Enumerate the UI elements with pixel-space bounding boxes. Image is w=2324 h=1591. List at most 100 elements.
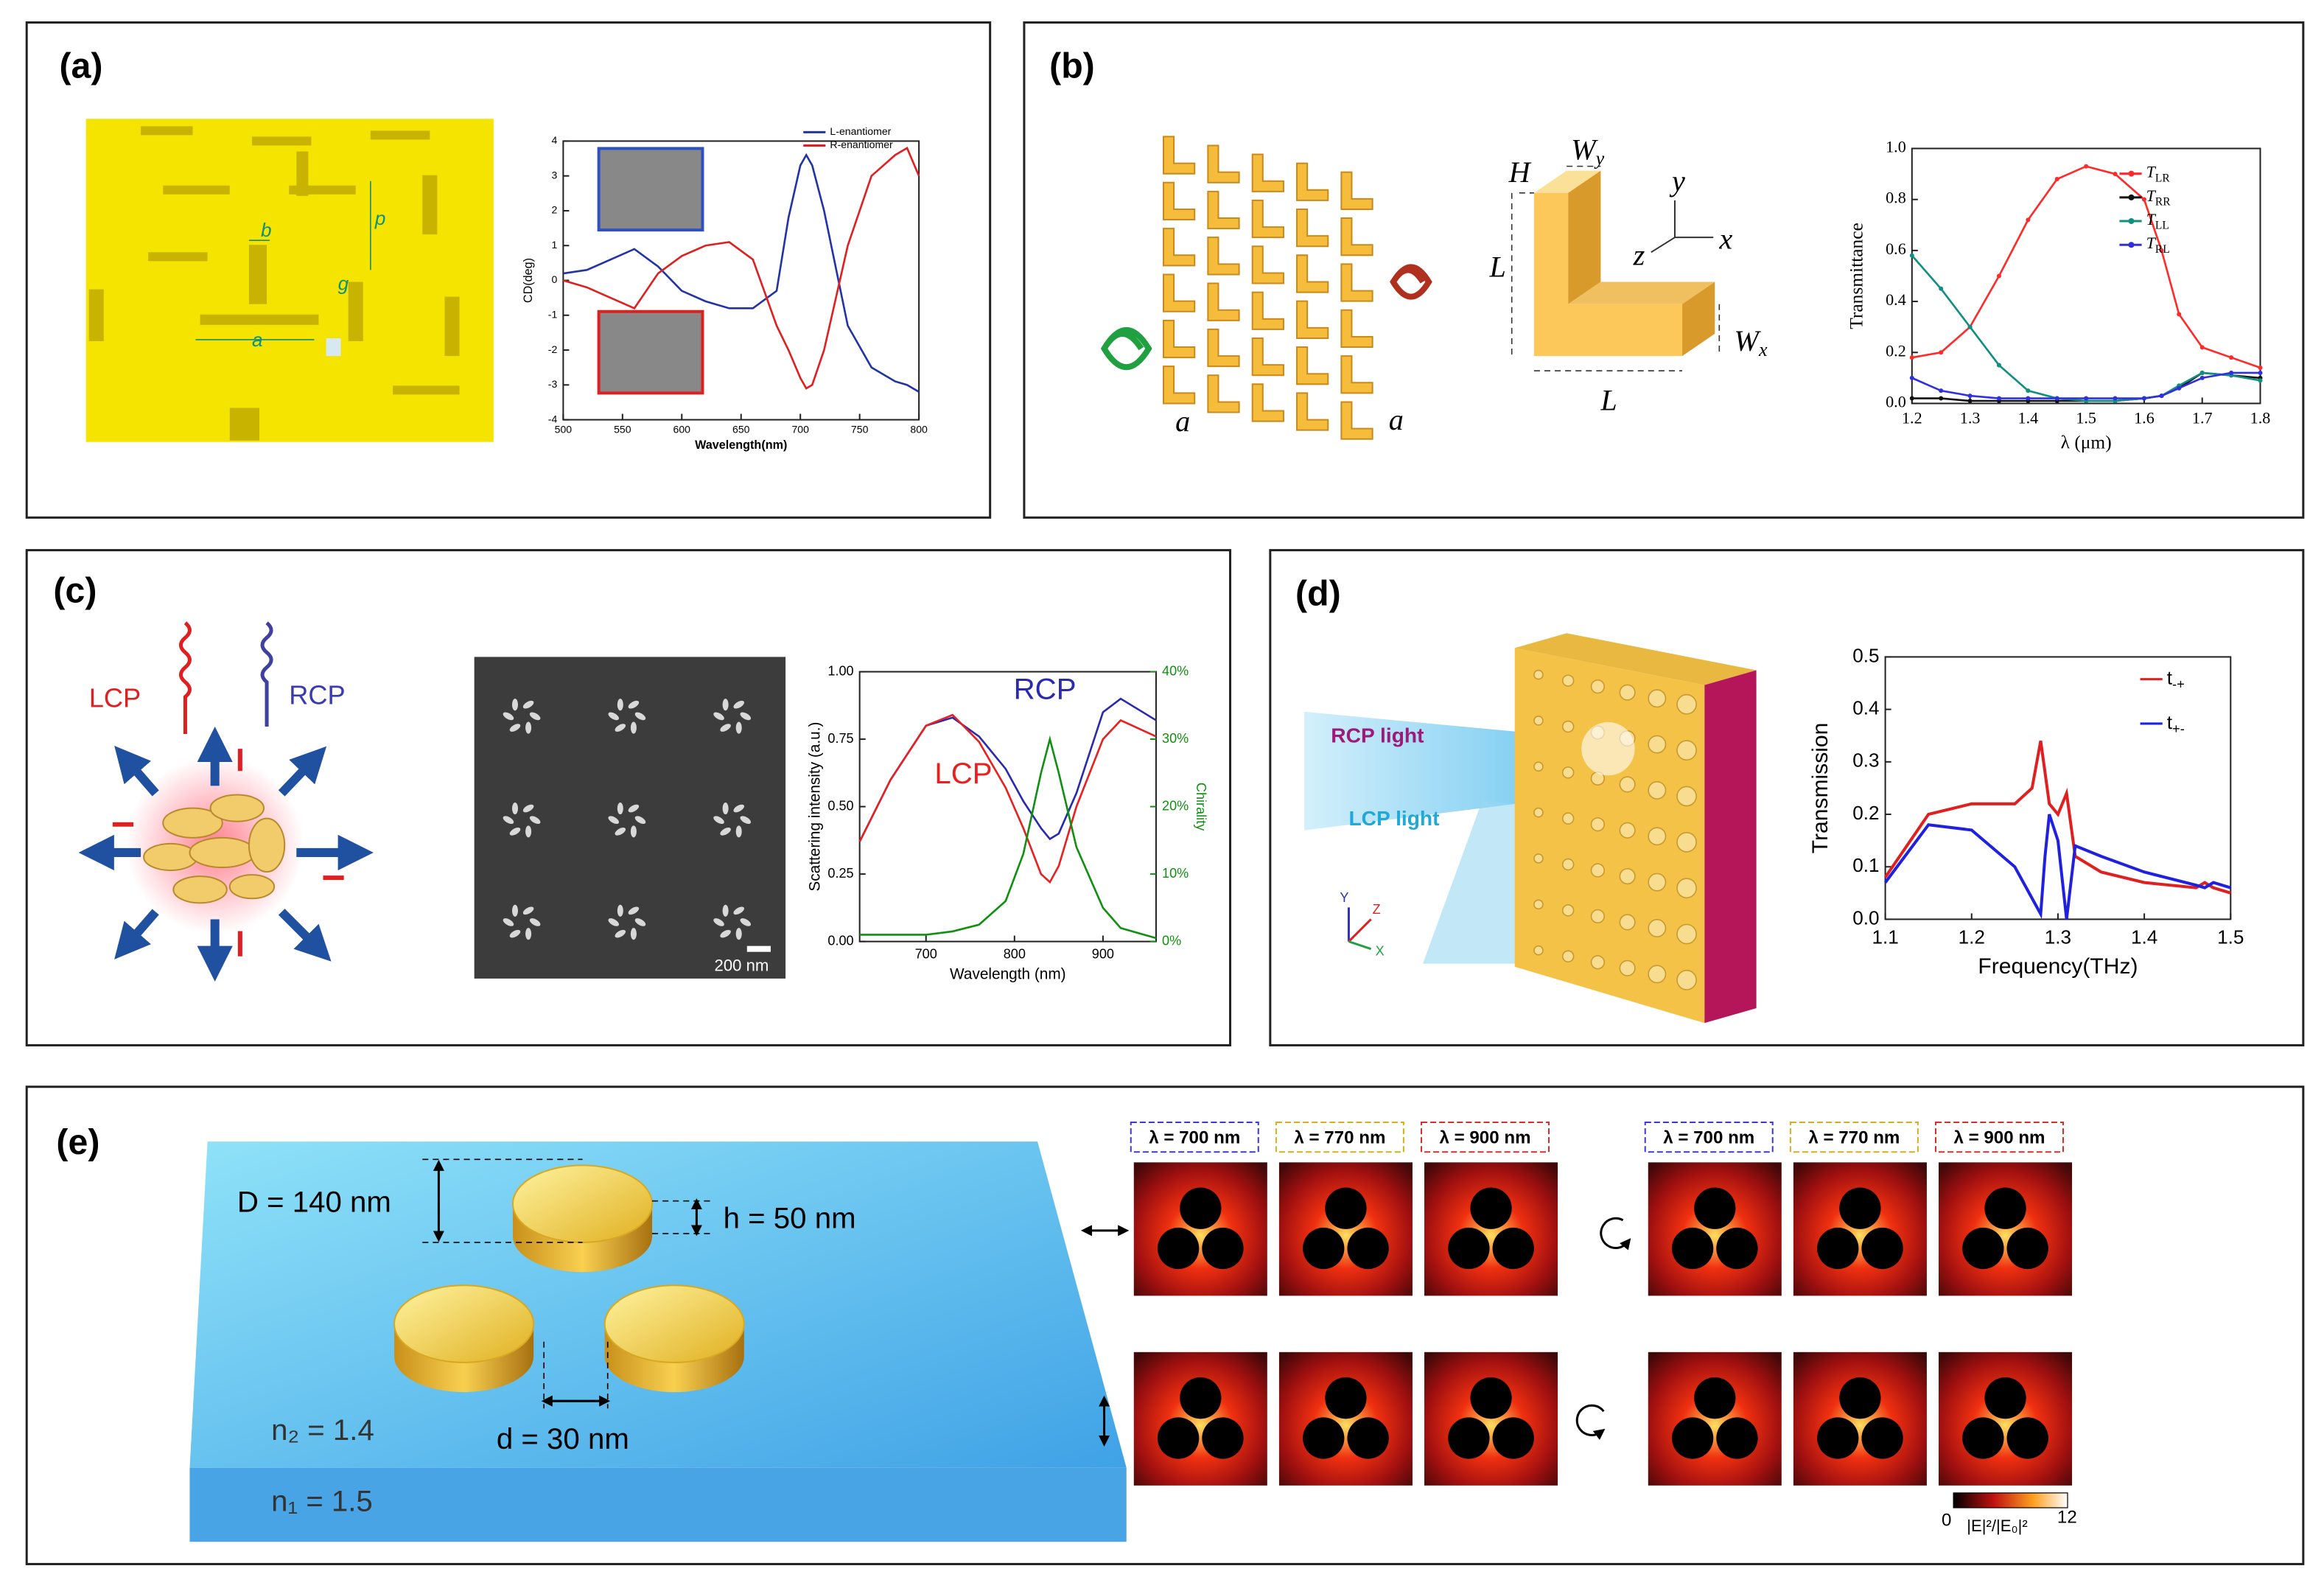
hole xyxy=(1561,812,1575,825)
sem-petal xyxy=(740,918,752,926)
wavelength-label: λ = 700 nm xyxy=(1663,1128,1754,1148)
series-marker xyxy=(2113,172,2118,177)
y2-tick-label: 20% xyxy=(1162,798,1189,813)
sem-petal xyxy=(503,816,514,825)
legend-label: t+- xyxy=(2167,711,2185,736)
x-tick-label: 1.2 xyxy=(1959,926,1985,948)
hole xyxy=(1648,827,1667,846)
sem-petal xyxy=(735,721,742,734)
hole xyxy=(1533,807,1544,818)
series-line xyxy=(562,147,920,390)
x-tick-label: 1.5 xyxy=(2217,926,2244,948)
wavelength-box xyxy=(1789,1122,1919,1153)
y-tick-label: 4 xyxy=(551,134,557,146)
hole xyxy=(1619,776,1636,793)
legend-label: TLL xyxy=(2146,210,2169,231)
x-tick-label: 1.6 xyxy=(2134,409,2155,427)
series-line xyxy=(563,153,920,393)
panel-frame xyxy=(25,1085,2305,1565)
sem-petal xyxy=(503,918,514,926)
sem-petal xyxy=(722,802,729,815)
l-element xyxy=(1340,355,1373,394)
particle xyxy=(1694,1187,1736,1229)
polarization-label: LCP xyxy=(89,682,141,713)
particle xyxy=(1347,1417,1389,1459)
hole xyxy=(1590,679,1606,694)
series-line xyxy=(858,697,1157,842)
series-marker xyxy=(2177,385,2182,391)
y-tick-label: 0.8 xyxy=(1886,189,1906,207)
series-marker xyxy=(1939,396,1944,401)
x-tick-label: 1.7 xyxy=(2192,409,2213,427)
series-marker xyxy=(1909,396,1914,401)
dimension-label: d = 30 nm xyxy=(497,1422,629,1455)
sem-petal xyxy=(615,724,626,732)
y-tick-label: -1 xyxy=(548,308,558,320)
sem-petal xyxy=(509,929,521,938)
panel-frame xyxy=(25,21,992,519)
disk-top xyxy=(511,1164,654,1243)
hole xyxy=(1561,904,1575,917)
sem-petal xyxy=(525,928,532,940)
l-element xyxy=(1340,401,1373,440)
disk-top xyxy=(393,1284,535,1363)
hole xyxy=(1533,761,1544,772)
sem-petal xyxy=(525,825,532,838)
series-marker xyxy=(2026,388,2031,394)
series-marker xyxy=(1996,396,2002,401)
sem-petal xyxy=(713,816,724,825)
axis-symbol: Y xyxy=(1340,890,1348,905)
l-element xyxy=(1251,153,1284,192)
l-element xyxy=(1207,144,1240,183)
sem-petal xyxy=(511,699,519,711)
l-element xyxy=(1296,162,1329,201)
particle xyxy=(1671,1227,1714,1270)
x-tick-label: 700 xyxy=(791,423,809,435)
sem-petal xyxy=(617,904,623,917)
particle xyxy=(1448,1227,1490,1270)
x-axis-label: λ (μm) xyxy=(2061,432,2112,453)
series-marker xyxy=(2258,378,2263,383)
series-marker xyxy=(1967,324,1973,329)
l-element xyxy=(1340,171,1373,210)
particle xyxy=(1202,1417,1244,1459)
slots xyxy=(88,126,460,441)
series-marker xyxy=(1939,388,1944,394)
x-tick-label: 1.4 xyxy=(2131,926,2157,948)
hole xyxy=(1619,868,1636,885)
l-element xyxy=(1296,392,1329,431)
dimension-label: p xyxy=(374,207,386,229)
sem-petal xyxy=(617,802,623,815)
hole xyxy=(1533,716,1544,726)
particle xyxy=(1716,1417,1758,1459)
chart: 1.1 1.2 1.3 1.4 1.5 0.0 0.1 0.2 0.3 0.4 0.5 Frequen… xyxy=(1808,644,2244,978)
panel-label: (b) xyxy=(1049,46,1095,86)
particle xyxy=(1180,1377,1222,1419)
particle xyxy=(1470,1377,1512,1419)
particle xyxy=(1470,1187,1512,1229)
index-label: n₂ = 1.4 xyxy=(271,1413,374,1447)
series-marker xyxy=(1939,350,1944,355)
sem-petal xyxy=(529,712,541,721)
l-element xyxy=(1163,366,1196,405)
sem-petal xyxy=(628,804,640,813)
series-marker xyxy=(2084,164,2089,169)
wavelength-label: λ = 700 nm xyxy=(1149,1128,1240,1148)
series-marker xyxy=(2229,370,2234,375)
hole xyxy=(1648,735,1667,754)
series-marker xyxy=(2054,396,2059,401)
hole xyxy=(1676,740,1697,761)
label-part: x xyxy=(1758,339,1768,360)
sem-petal xyxy=(630,825,637,838)
panel-label: (a) xyxy=(59,46,102,86)
particle xyxy=(1861,1227,1903,1270)
sem-petal xyxy=(511,904,519,917)
hole xyxy=(1648,873,1667,892)
dimension-label: h = 50 nm xyxy=(724,1201,856,1234)
label-part: W xyxy=(1571,133,1598,167)
hole xyxy=(1561,720,1575,733)
wavelength-box xyxy=(1130,1122,1259,1153)
sem-petal xyxy=(713,712,724,721)
particle xyxy=(1492,1417,1534,1459)
particles xyxy=(143,794,286,904)
